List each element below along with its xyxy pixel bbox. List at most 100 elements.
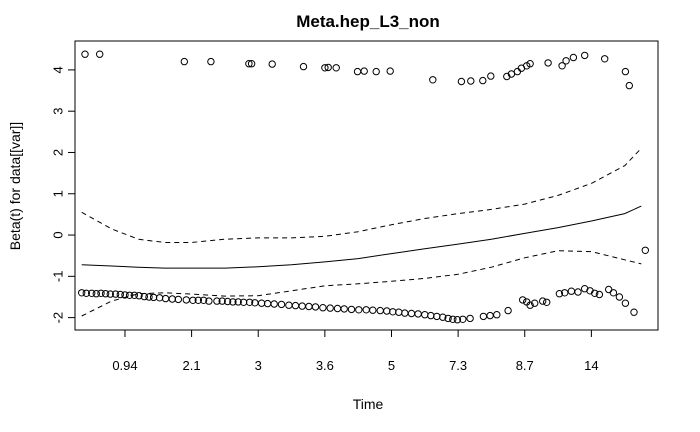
residual-point bbox=[466, 314, 474, 323]
residual-point bbox=[353, 67, 362, 76]
residual-point bbox=[569, 53, 578, 62]
residual-point bbox=[135, 292, 143, 300]
residual-point bbox=[340, 305, 348, 313]
residual-point bbox=[581, 51, 589, 60]
series-layer bbox=[81, 147, 642, 317]
x-tick-label: 3.6 bbox=[316, 358, 334, 373]
residual-point bbox=[493, 311, 501, 319]
residual-point bbox=[555, 290, 564, 298]
residual-point bbox=[414, 310, 422, 318]
residual-point bbox=[591, 289, 599, 297]
residual-point bbox=[174, 295, 183, 304]
residual-point bbox=[333, 304, 342, 313]
residual-point bbox=[92, 290, 101, 298]
residual-point bbox=[140, 292, 149, 301]
residual-point bbox=[149, 293, 158, 302]
residual-point bbox=[78, 289, 86, 297]
residual-point bbox=[207, 57, 215, 66]
residual-point bbox=[168, 295, 177, 303]
residual-point bbox=[96, 50, 104, 58]
residual-point bbox=[106, 290, 115, 298]
residual-point bbox=[362, 306, 370, 314]
residual-point bbox=[630, 308, 638, 316]
residual-point bbox=[182, 296, 191, 304]
residual-point bbox=[479, 312, 488, 321]
residual-point bbox=[453, 316, 462, 324]
y-tick-label: 0 bbox=[50, 231, 65, 238]
residual-point bbox=[513, 67, 522, 76]
residual-point bbox=[526, 301, 534, 309]
residual-point bbox=[82, 289, 91, 297]
residual-point bbox=[407, 309, 416, 318]
residual-point bbox=[421, 311, 429, 319]
residual-point bbox=[427, 311, 435, 320]
residual-point bbox=[319, 304, 327, 312]
residual-point bbox=[189, 296, 197, 304]
x-axis-label: Time bbox=[353, 396, 384, 412]
residual-point bbox=[567, 287, 576, 295]
residual-point bbox=[479, 76, 487, 85]
residual-point bbox=[101, 290, 110, 298]
residual-point bbox=[332, 64, 340, 72]
residual-point bbox=[355, 306, 363, 314]
residual-point bbox=[383, 307, 391, 315]
residual-point bbox=[229, 298, 237, 306]
residual-point bbox=[245, 60, 253, 68]
residual-point bbox=[324, 63, 332, 72]
residual-point bbox=[621, 299, 630, 307]
residual-point bbox=[88, 289, 96, 297]
residual-point bbox=[467, 77, 475, 85]
x-tick-label: 5 bbox=[388, 358, 395, 373]
x-tick-label: 3 bbox=[255, 358, 262, 373]
residual-point bbox=[305, 302, 313, 311]
residual-point bbox=[372, 67, 380, 76]
residual-point bbox=[205, 297, 213, 305]
residual-point bbox=[519, 296, 527, 304]
residual-point bbox=[457, 77, 466, 86]
y-tick-label: 3 bbox=[50, 108, 65, 115]
residual-point bbox=[81, 50, 89, 58]
residual-point bbox=[449, 315, 457, 323]
y-tick-label: 1 bbox=[50, 190, 65, 197]
residual-point bbox=[625, 81, 633, 90]
residual-point bbox=[199, 296, 208, 304]
residual-point bbox=[558, 62, 566, 70]
residual-point bbox=[268, 60, 276, 68]
residual-point bbox=[574, 288, 582, 296]
residual-point bbox=[299, 62, 308, 71]
residual-point bbox=[621, 67, 630, 76]
residual-point bbox=[595, 290, 604, 299]
residual-point bbox=[194, 296, 203, 304]
residual-point bbox=[213, 297, 221, 305]
residual-point bbox=[401, 309, 409, 317]
x-tick-label: 14 bbox=[584, 358, 598, 373]
x-tick-label: 8.7 bbox=[516, 358, 534, 373]
residual-point bbox=[321, 64, 329, 72]
confidence-band-line bbox=[81, 250, 642, 317]
residual-point bbox=[544, 59, 552, 67]
residual-point bbox=[641, 246, 649, 255]
residual-point bbox=[347, 305, 356, 314]
residual-point bbox=[429, 76, 437, 84]
residual-point bbox=[369, 306, 377, 314]
residual-point bbox=[609, 289, 618, 297]
residual-point bbox=[605, 285, 613, 294]
residual-point bbox=[386, 67, 394, 75]
residual-point bbox=[543, 298, 551, 306]
residual-point bbox=[444, 314, 452, 323]
residual-point bbox=[234, 298, 242, 306]
y-tick-label: -2 bbox=[50, 312, 65, 324]
residual-point bbox=[97, 289, 105, 297]
residual-point bbox=[218, 297, 226, 305]
residual-point bbox=[459, 315, 467, 323]
y-tick-label: 4 bbox=[50, 66, 65, 73]
residual-point bbox=[125, 291, 134, 299]
residual-point bbox=[116, 290, 125, 299]
residual-point bbox=[285, 301, 293, 309]
x-tick-label: 0.94 bbox=[112, 358, 137, 373]
residual-point bbox=[263, 299, 272, 308]
y-axis-label: Beta(t) for data[[var]] bbox=[7, 122, 23, 250]
x-tick-label: 7.3 bbox=[449, 358, 467, 373]
y-axis: -2 -1 0 1 2 3 4 bbox=[50, 66, 76, 324]
